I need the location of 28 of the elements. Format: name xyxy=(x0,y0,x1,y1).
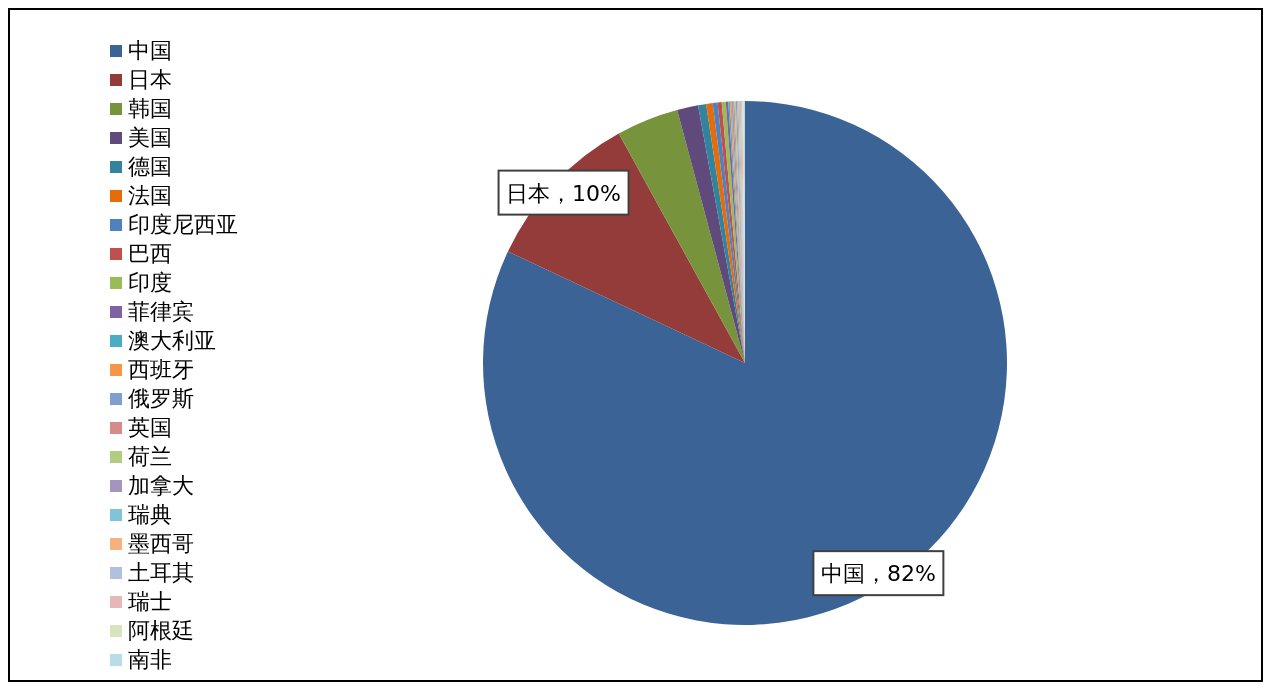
legend-label: 南非 xyxy=(128,646,172,674)
legend-label: 阿根廷 xyxy=(128,617,194,645)
legend-label: 印度尼西亚 xyxy=(128,211,238,239)
legend-label: 中国 xyxy=(128,37,172,65)
legend-label: 瑞士 xyxy=(128,588,172,616)
pie-slice xyxy=(706,103,745,363)
legend-label: 土耳其 xyxy=(128,559,194,587)
legend-label: 德国 xyxy=(128,153,172,181)
legend-label: 法国 xyxy=(128,182,172,210)
pie-slice xyxy=(618,109,745,363)
data-label: 日本，10% xyxy=(506,180,622,206)
pie-slice xyxy=(677,105,745,363)
legend-label: 印度 xyxy=(128,269,172,297)
pie-slice xyxy=(483,101,1007,625)
legend-label: 美国 xyxy=(128,124,172,152)
legend-label: 荷兰 xyxy=(128,443,172,471)
legend-label: 英国 xyxy=(128,414,172,442)
legend-label: 加拿大 xyxy=(128,472,194,500)
legend-label: 日本 xyxy=(128,66,172,94)
legend-label: 西班牙 xyxy=(128,356,194,384)
data-label: 中国，82% xyxy=(820,561,936,587)
legend-label: 瑞典 xyxy=(128,501,172,529)
legend-label: 菲律宾 xyxy=(128,298,194,326)
legend-label: 澳大利亚 xyxy=(128,327,216,355)
legend-label: 俄罗斯 xyxy=(128,385,194,413)
legend-label: 墨西哥 xyxy=(128,530,194,558)
legend-label: 巴西 xyxy=(128,240,172,268)
legend-label: 韩国 xyxy=(128,95,172,123)
